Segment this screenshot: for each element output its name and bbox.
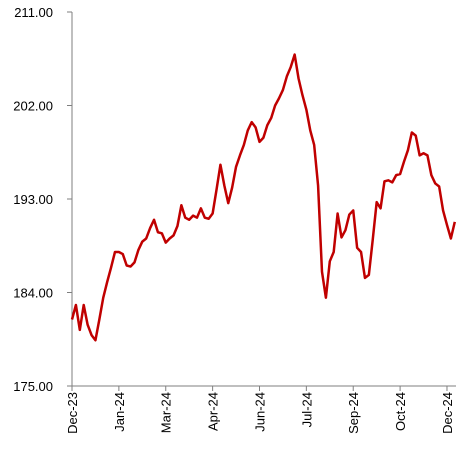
y-tick-label: 211.00 (14, 5, 53, 20)
x-tick-label: Dec-23 (65, 392, 80, 434)
x-tick-label: Jan-24 (112, 392, 127, 432)
x-tick-label: Apr-24 (206, 392, 221, 431)
x-tick-label: Oct-24 (393, 392, 408, 431)
x-tick-label: Jul-24 (299, 392, 314, 427)
y-tick-label: 193.00 (13, 192, 53, 207)
x-tick-label: Sep-24 (346, 392, 361, 434)
y-tick-label: 184.00 (13, 286, 53, 301)
y-tick-label: 175.00 (13, 379, 53, 394)
x-tick-label: Mar-24 (159, 392, 174, 433)
x-tick-label: Dec-24 (440, 392, 455, 434)
x-tick-label: Jun-24 (252, 392, 267, 432)
y-tick-label: 202.00 (13, 99, 53, 114)
line-series (70, 53, 457, 342)
